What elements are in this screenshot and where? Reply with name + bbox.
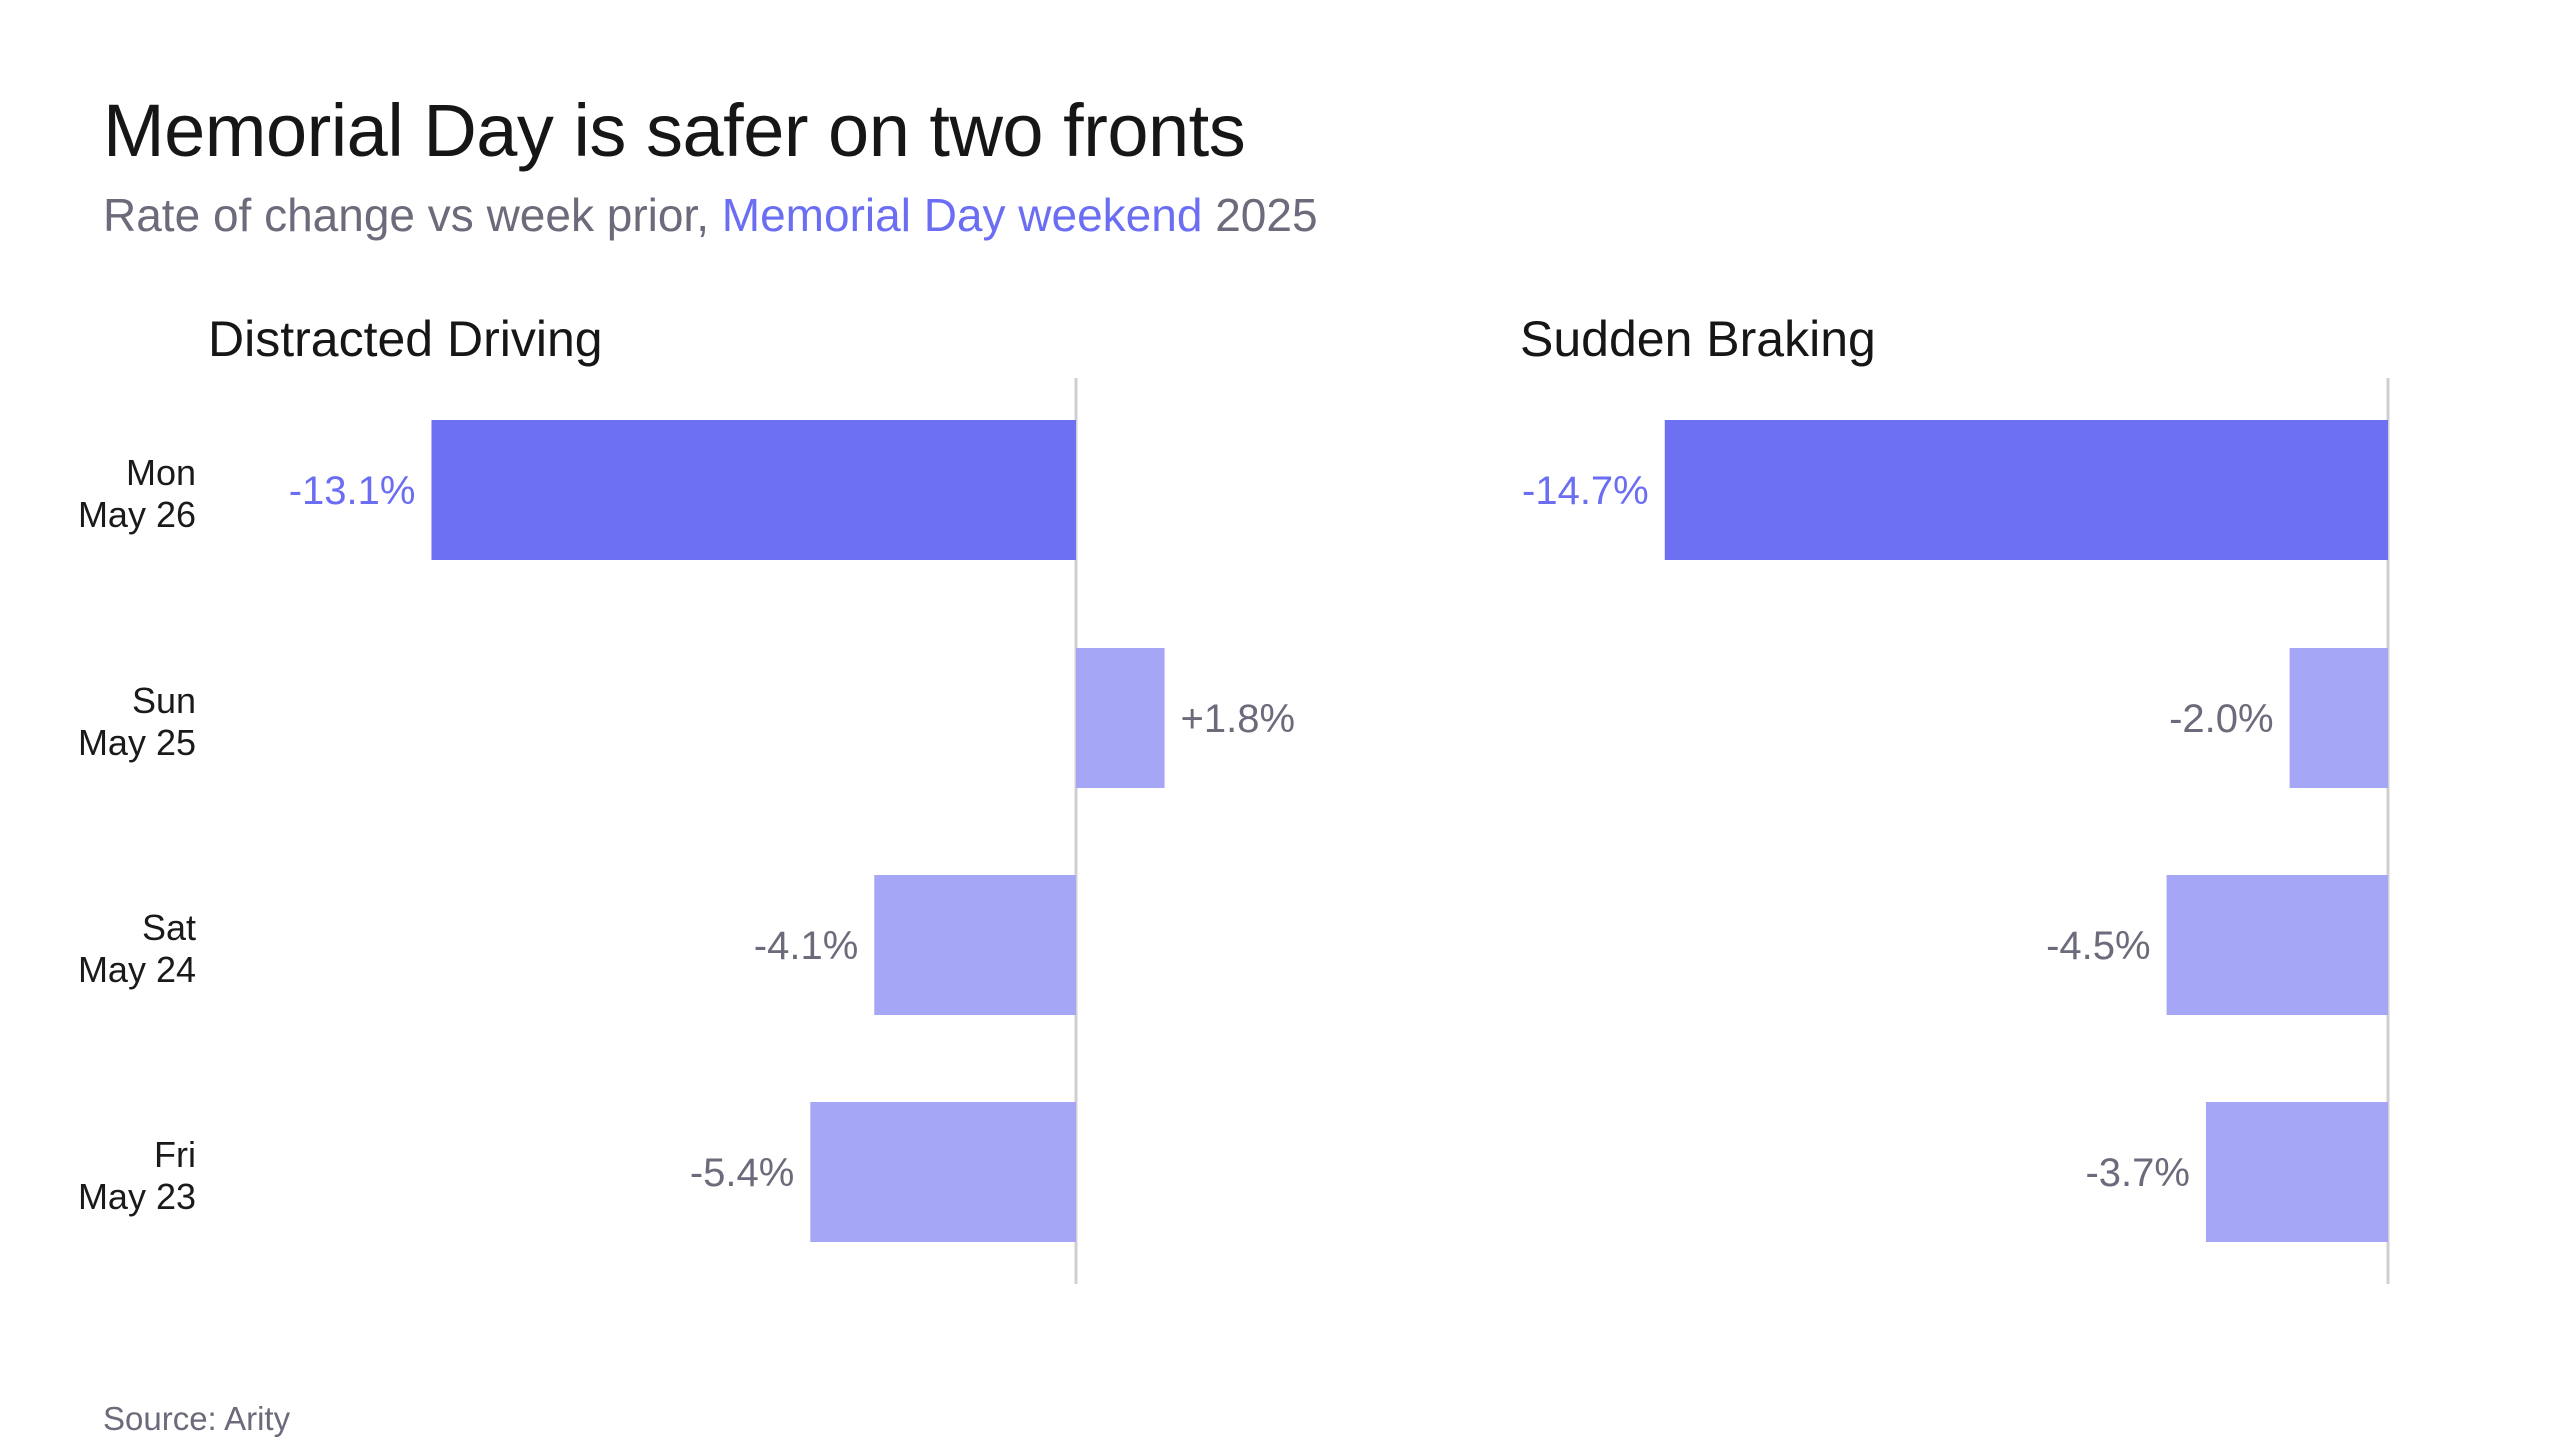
data-label-sudden-braking-1: -2.0% bbox=[2169, 697, 2274, 741]
category-day: Mon bbox=[125, 452, 196, 493]
data-label-distracted-driving-0: -13.1% bbox=[289, 469, 416, 513]
category-label-sat: Sat May 24 bbox=[0, 907, 196, 991]
category-date: May 24 bbox=[77, 949, 196, 990]
chart-subtitle: Rate of change vs week prior, Memorial D… bbox=[103, 188, 1318, 242]
source-note: Source: Arity bbox=[103, 1400, 291, 1437]
data-label-sudden-braking-2: -4.5% bbox=[2046, 924, 2151, 968]
category-day: Sun bbox=[131, 680, 196, 721]
category-day: Sat bbox=[141, 907, 196, 948]
category-date: May 26 bbox=[77, 494, 196, 535]
category-label-mon: Mon May 26 bbox=[0, 452, 196, 536]
category-date: May 25 bbox=[77, 722, 196, 763]
bar-sudden-braking-2 bbox=[2166, 875, 2388, 1015]
category-day: Fri bbox=[154, 1134, 196, 1175]
bar-sudden-braking-1 bbox=[2289, 648, 2388, 788]
panel-title-sudden-braking: Sudden Braking bbox=[1520, 311, 1876, 367]
panel-title-distracted-driving: Distracted Driving bbox=[208, 311, 603, 367]
chart-title: Memorial Day is safer on two fronts bbox=[103, 89, 1246, 172]
data-label-sudden-braking-0: -14.7% bbox=[1522, 469, 1649, 513]
bar-sudden-braking-3 bbox=[2205, 1102, 2388, 1242]
bar-sudden-braking-0 bbox=[1664, 420, 2388, 560]
bar-distracted-driving-2 bbox=[874, 875, 1076, 1015]
category-date: May 23 bbox=[77, 1176, 196, 1217]
bar-distracted-driving-1 bbox=[1076, 648, 1165, 788]
data-label-distracted-driving-3: -5.4% bbox=[690, 1151, 795, 1195]
data-label-sudden-braking-3: -3.7% bbox=[2085, 1151, 2190, 1195]
bar-distracted-driving-3 bbox=[810, 1102, 1076, 1242]
data-label-distracted-driving-2: -4.1% bbox=[754, 924, 859, 968]
subtitle-suffix: 2025 bbox=[1202, 189, 1318, 241]
category-label-fri: Fri May 23 bbox=[0, 1134, 196, 1218]
subtitle-prefix: Rate of change vs week prior, bbox=[103, 189, 722, 241]
subtitle-highlight: Memorial Day weekend bbox=[721, 189, 1203, 241]
category-label-sun: Sun May 25 bbox=[0, 680, 196, 764]
bar-distracted-driving-0 bbox=[431, 420, 1077, 560]
data-label-distracted-driving-1: +1.8% bbox=[1181, 697, 1296, 741]
